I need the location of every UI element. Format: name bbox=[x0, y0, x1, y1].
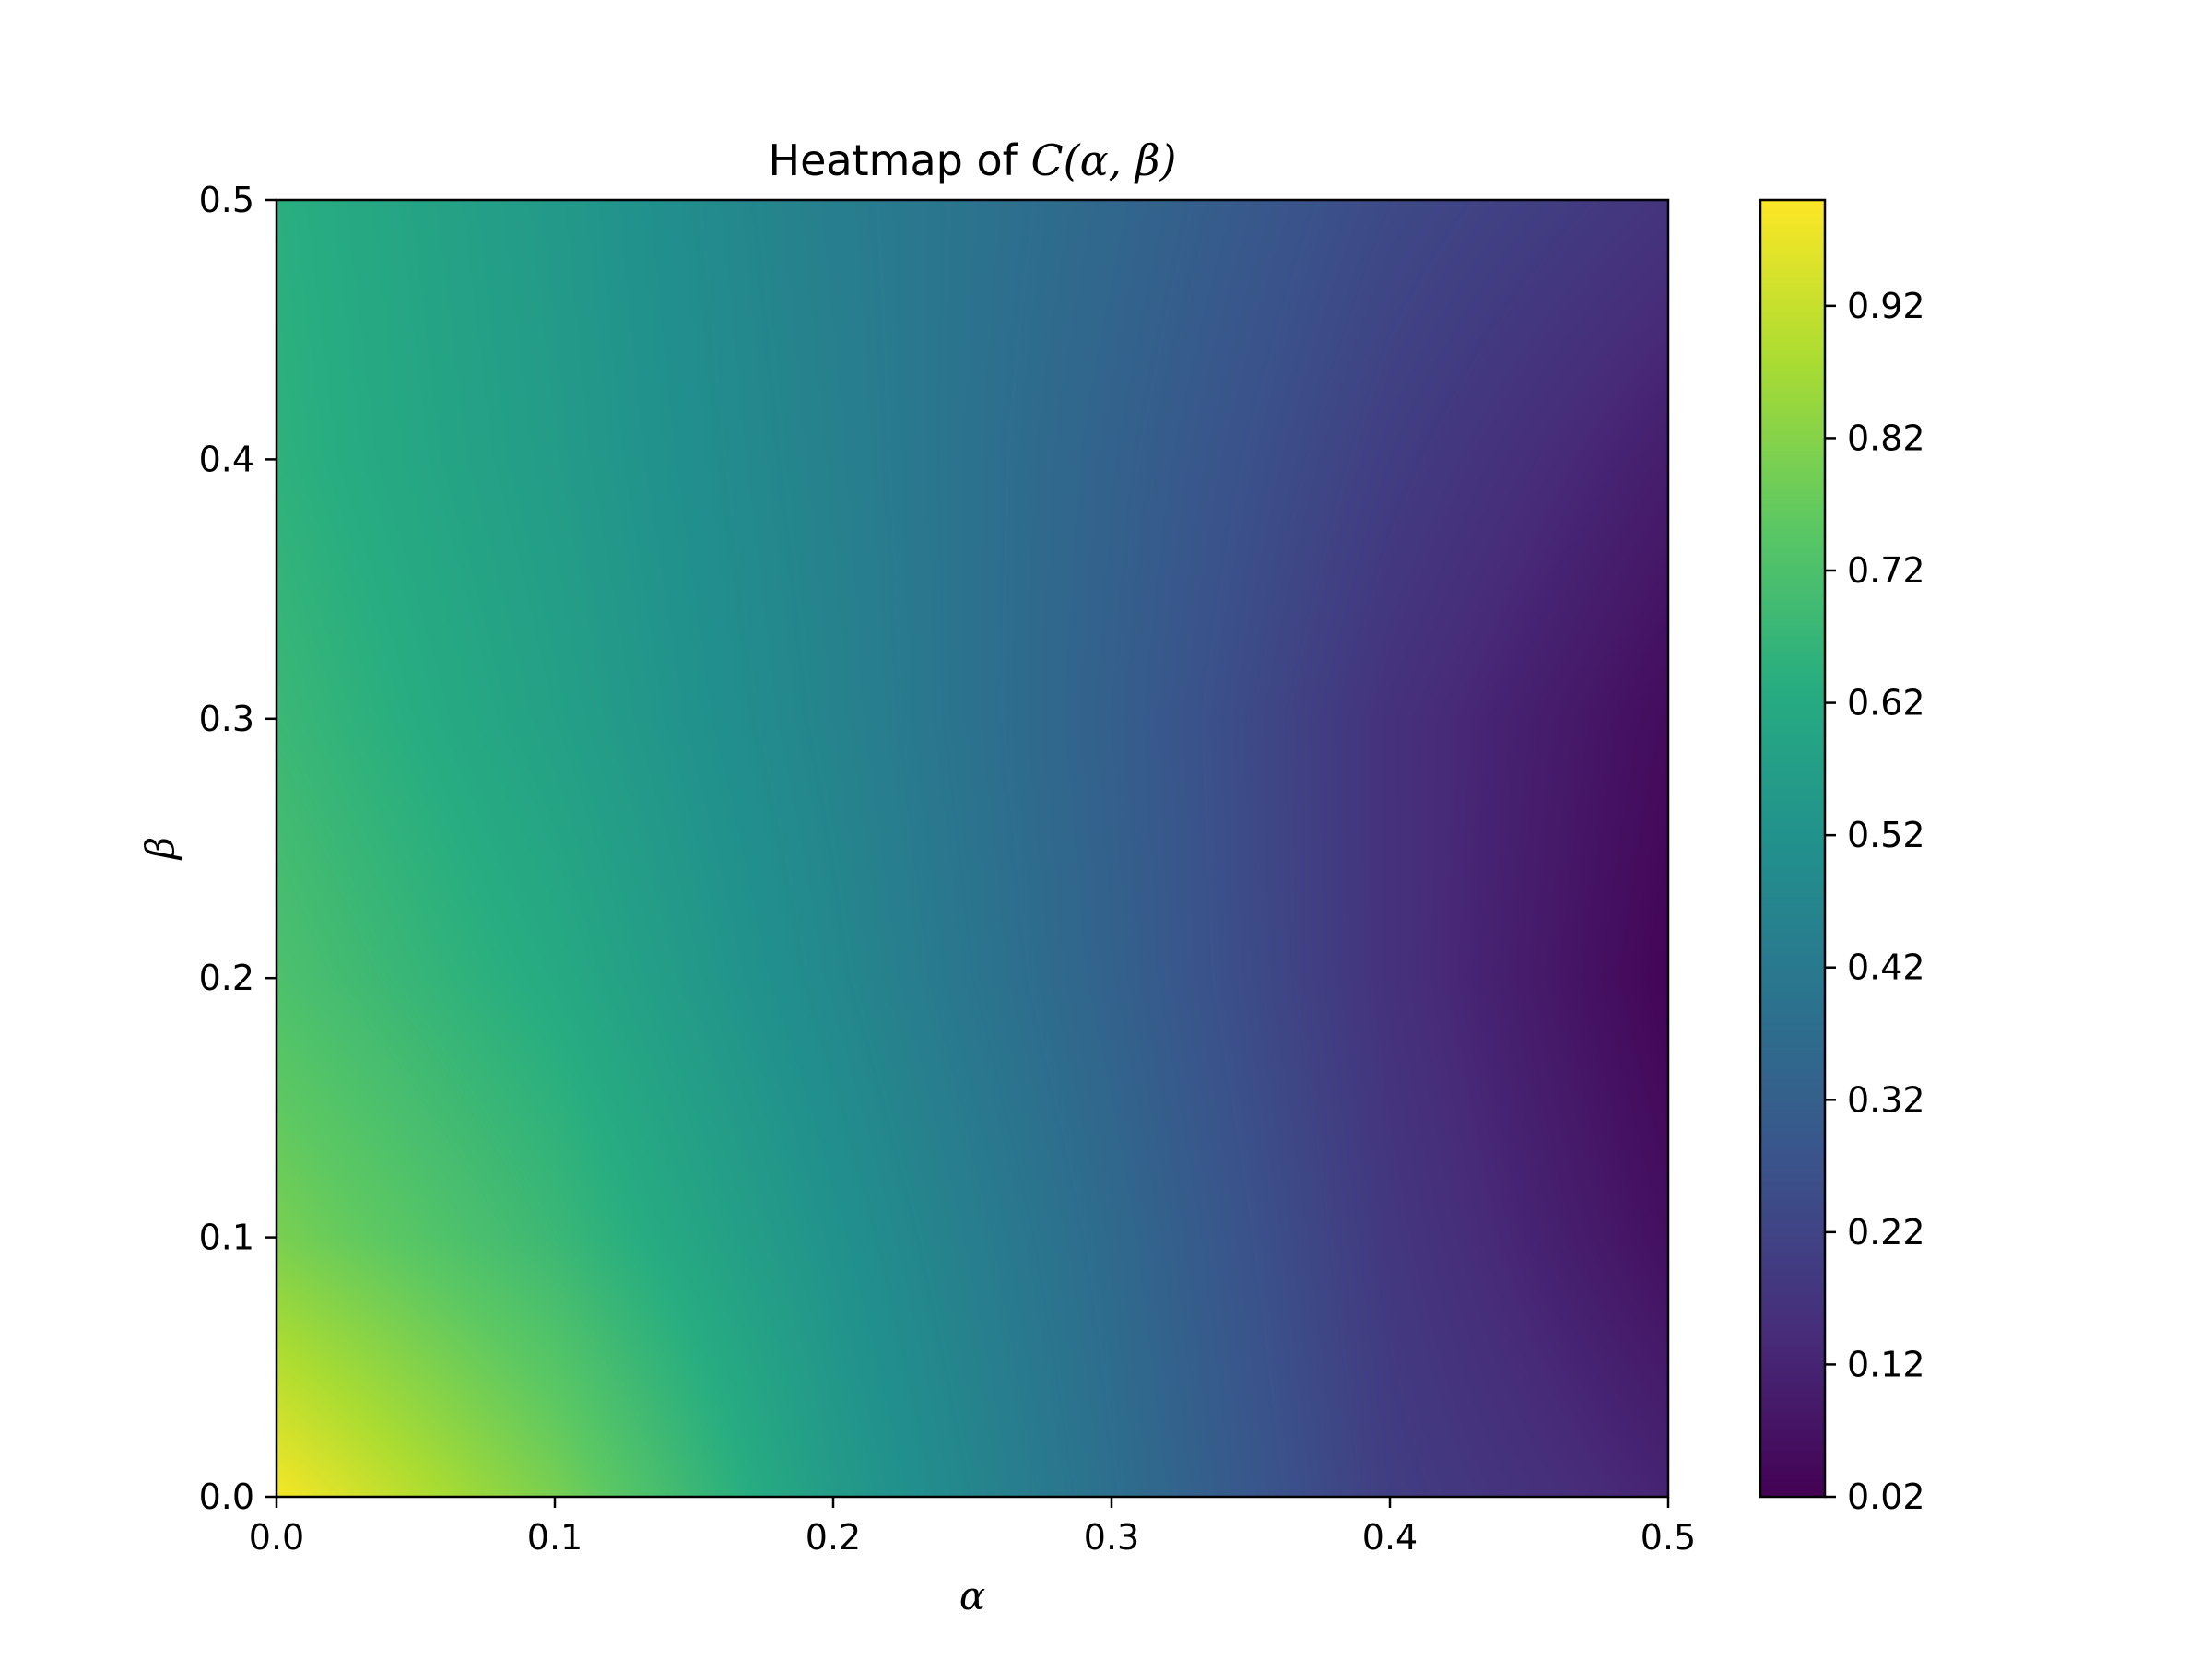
chart-title-math: C(α, β) bbox=[1030, 135, 1176, 185]
x-tick-label: 0.1 bbox=[527, 1517, 582, 1558]
colorbar bbox=[1760, 200, 1825, 1497]
colorbar-tick-label: 0.42 bbox=[1847, 947, 1925, 988]
x-axis-label: α bbox=[959, 1573, 985, 1618]
colorbar-tick-label: 0.02 bbox=[1847, 1477, 1925, 1517]
x-tick-label: 0.4 bbox=[1362, 1517, 1418, 1558]
heatmap-plot-area bbox=[276, 200, 1668, 1497]
y-axis: 0.0 0.1 0.2 0.3 0.4 0.5 bbox=[199, 180, 276, 1517]
x-axis: 0.0 0.1 0.2 0.3 0.4 0.5 bbox=[249, 1497, 1696, 1558]
colorbar-tick-label: 0.22 bbox=[1847, 1212, 1925, 1253]
y-tick-label: 0.0 bbox=[199, 1477, 254, 1517]
colorbar-tick-label: 0.92 bbox=[1847, 286, 1925, 326]
heatmap-field bbox=[276, 200, 1668, 1497]
colorbar-tick-label: 0.12 bbox=[1847, 1344, 1925, 1384]
colorbar-tick-label: 0.72 bbox=[1847, 550, 1925, 591]
plot-frame bbox=[275, 198, 1670, 1499]
y-tick-label: 0.1 bbox=[199, 1218, 254, 1258]
y-axis-label: β bbox=[137, 837, 182, 861]
x-tick-label: 0.3 bbox=[1084, 1517, 1139, 1558]
y-tick-label: 0.5 bbox=[199, 180, 254, 220]
x-tick-label: 0.5 bbox=[1641, 1517, 1696, 1558]
chart-title: Heatmap of C(α, β) bbox=[769, 135, 1177, 185]
y-tick-label: 0.3 bbox=[199, 699, 254, 739]
colorbar-tick-label: 0.82 bbox=[1847, 418, 1925, 458]
colorbar-frame bbox=[1759, 198, 1827, 1499]
y-tick-label: 0.2 bbox=[199, 958, 254, 998]
y-tick-label: 0.4 bbox=[199, 439, 254, 479]
colorbar-tick-label: 0.32 bbox=[1847, 1079, 1925, 1120]
x-tick-label: 0.0 bbox=[249, 1517, 304, 1558]
colorbar-tick-label: 0.52 bbox=[1847, 815, 1925, 855]
chart-title-prefix: Heatmap of bbox=[769, 135, 1031, 185]
colorbar-tick-label: 0.62 bbox=[1847, 683, 1925, 724]
colorbar-axis: 0.02 0.12 0.22 0.32 0.42 0.52 0.62 0.72 0.82 0.92 bbox=[1825, 286, 1925, 1517]
x-tick-label: 0.2 bbox=[806, 1517, 861, 1558]
